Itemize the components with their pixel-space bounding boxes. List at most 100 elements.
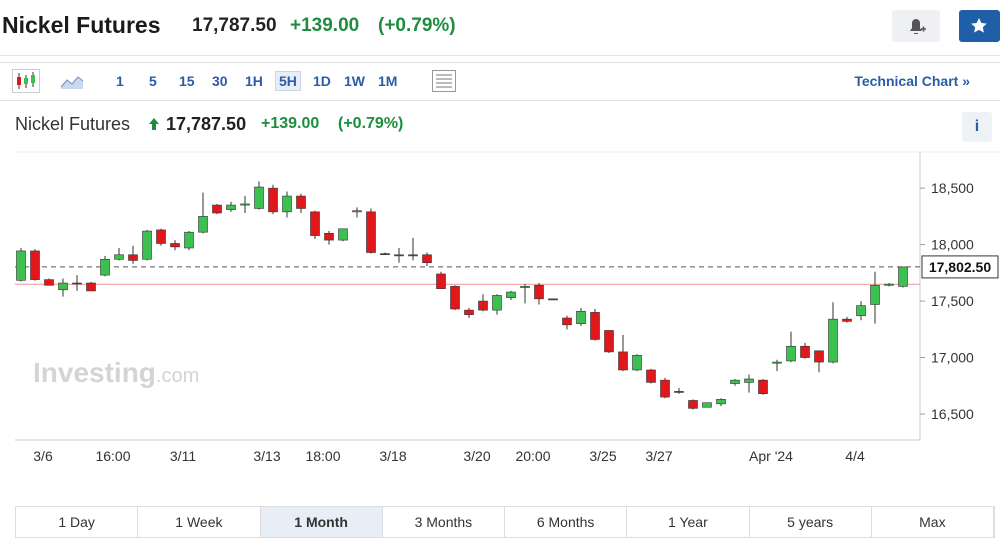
interval-button[interactable]: 1M: [378, 73, 398, 89]
candle-body: [800, 345, 810, 358]
candle-body: [702, 402, 712, 408]
price-change-pct: (+0.79%): [378, 15, 456, 36]
candle-body: [478, 300, 488, 311]
candle-body: [226, 204, 236, 210]
candle-body: [814, 350, 824, 363]
candle-body: [156, 229, 166, 244]
candle-body: [422, 254, 432, 263]
range-button[interactable]: 1 Year: [627, 507, 750, 537]
candle-body: [16, 250, 26, 281]
candle-body: [646, 369, 656, 383]
candle-body: [450, 286, 460, 310]
last-price: 17,787.50: [192, 15, 277, 36]
candle-body: [366, 211, 376, 253]
candle-body: [534, 284, 544, 300]
candle-body: [58, 282, 68, 291]
candle-body: [394, 254, 404, 257]
interval-button[interactable]: 30: [212, 73, 228, 89]
candle-body: [856, 305, 866, 317]
x-tick-label: 16:00: [95, 448, 130, 464]
info-button[interactable]: i: [962, 112, 992, 142]
candle-body: [884, 283, 894, 286]
y-tick-label: 16,500: [931, 406, 974, 422]
candle-body: [688, 400, 698, 409]
y-tick-label: 18,500: [931, 180, 974, 196]
range-button[interactable]: 1 Week: [138, 507, 261, 537]
candle-body: [548, 298, 558, 301]
watermark-text: Investing: [33, 357, 156, 388]
chart-title: Nickel Futures: [15, 114, 131, 134]
candle-body: [212, 204, 222, 214]
candle-body: [506, 291, 516, 298]
price-change: +139.00: [290, 15, 360, 36]
candle-body: [520, 286, 530, 288]
candle-body: [268, 187, 278, 213]
candle-body: [86, 282, 96, 292]
candle-body: [44, 279, 54, 286]
alert-button[interactable]: [892, 10, 940, 42]
x-tick-label: 3/20: [463, 448, 490, 464]
x-tick-label: 18:00: [305, 448, 340, 464]
range-button[interactable]: 5 years: [750, 507, 872, 537]
area-icon[interactable]: [60, 71, 84, 91]
range-button[interactable]: 3 Months: [383, 507, 505, 537]
candle-body: [842, 318, 852, 322]
range-button[interactable]: 6 Months: [505, 507, 628, 537]
bell-icon: [910, 19, 926, 34]
range-button[interactable]: 1 Month: [260, 507, 383, 537]
candle-body: [604, 330, 614, 353]
x-tick-label: Apr '24: [749, 448, 793, 464]
x-tick-label: 3/25: [589, 448, 616, 464]
layout-icon[interactable]: [432, 70, 456, 92]
range-tabs: 1 Day 1 Week 1 Month 3 Months 6 Months 1 Year…: [15, 506, 995, 538]
chart-price: 17,787.50: [166, 114, 247, 134]
candles-icon[interactable]: [12, 69, 40, 93]
candle-body: [716, 399, 726, 405]
candle-body: [30, 250, 40, 280]
candle-body: [352, 210, 362, 213]
candle-body: [296, 195, 306, 209]
interval-button[interactable]: 1D: [313, 73, 331, 89]
candle-body: [282, 195, 292, 213]
watchlist-button[interactable]: [959, 10, 1000, 42]
y-tick-label: 18,000: [931, 237, 974, 253]
instrument-title: Nickel Futures: [2, 12, 161, 38]
candle-body: [128, 254, 138, 261]
chart-change-pct: (+0.79%): [338, 115, 404, 132]
candle-body: [338, 228, 348, 241]
toolbar: 1 5 15 30 1H 5H 1D 1W 1M Technical Chart »: [0, 62, 1000, 101]
candle-body: [772, 361, 782, 364]
candle-body: [170, 243, 180, 248]
watermark: Investing.com: [33, 357, 199, 388]
price-label: 17,802.50: [929, 259, 991, 275]
range-button[interactable]: 1 Day: [16, 507, 139, 537]
y-tick-label: 17,500: [931, 293, 974, 309]
candle-body: [464, 309, 474, 315]
candle-body: [198, 216, 208, 233]
interval-button[interactable]: 15: [179, 73, 195, 89]
candle-body: [758, 379, 768, 394]
interval-button[interactable]: 1W: [344, 73, 365, 89]
candle-body: [310, 211, 320, 236]
candle-body: [660, 379, 670, 398]
candle-body: [576, 310, 586, 324]
candle-body: [114, 254, 124, 260]
candle-body: [674, 391, 684, 393]
y-tick-label: 17,000: [931, 350, 974, 366]
interval-button[interactable]: 5: [149, 73, 157, 89]
interval-button[interactable]: 1H: [245, 73, 263, 89]
candle-body: [590, 312, 600, 340]
chart: Investing.com 16,500 17,000 17,500 18,000 18…: [15, 151, 1000, 464]
interval-button[interactable]: 5H: [275, 71, 301, 91]
candle-body: [436, 273, 446, 289]
watermark-suffix: .com: [156, 365, 199, 387]
technical-chart-link[interactable]: Technical Chart »: [854, 73, 970, 89]
candle-body: [408, 254, 418, 257]
interval-button[interactable]: 1: [116, 73, 124, 89]
candle-body: [898, 266, 908, 287]
up-arrow: [149, 118, 159, 130]
range-button[interactable]: Max: [872, 507, 994, 537]
candle-body: [632, 354, 642, 371]
candle-body: [744, 378, 754, 383]
